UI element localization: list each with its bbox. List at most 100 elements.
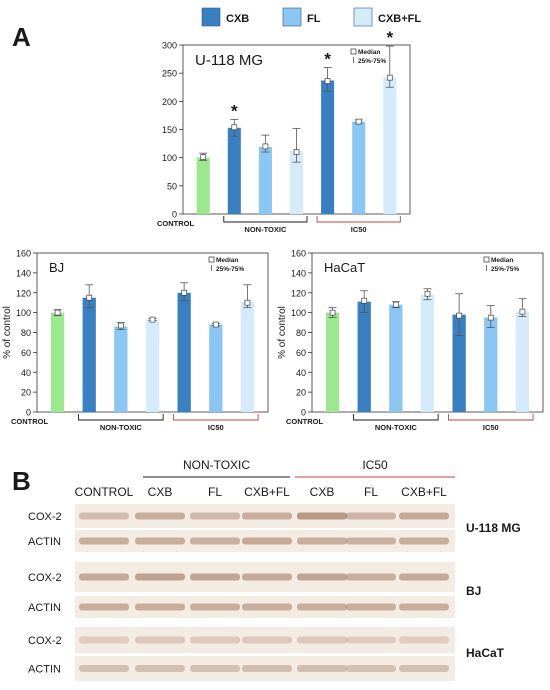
blot-band-0-5 [346,512,396,520]
y-tick-label: 20 [296,388,306,398]
blot-band-1-2 [190,537,240,545]
blot-band-3-6 [399,603,449,611]
bar-1 [357,301,371,412]
y-tick-label: 40 [21,368,31,378]
group-bracket-0 [78,414,164,421]
y-tick-label: 60 [21,348,31,358]
y-tick-label: 100 [16,308,31,318]
blot-band-5-1 [135,665,185,672]
blot-band-5-4 [297,665,347,672]
blot-strip-4 [75,627,455,653]
blot-lane-label-1: CXB [148,485,173,499]
median-marker-3 [293,149,300,155]
y-tick-label: 80 [296,328,306,338]
panel-a-label: A [12,22,31,52]
blot-band-1-5 [346,537,396,545]
y-tick-label: 160 [291,249,306,259]
blot-row-label-4: COX-2 [28,635,62,647]
blot-band-5-3 [242,665,292,672]
blot-band-2-1 [135,573,185,581]
median-marker-4 [324,78,331,84]
significance-marker-4: * [324,50,331,69]
median-marker-0 [200,154,207,160]
y-tick-label: 150 [162,125,177,135]
blot-lane-label-4: CXB [310,485,335,499]
median-marker-3 [424,290,431,297]
blot-band-1-0 [79,537,129,545]
bar-3 [145,319,160,412]
bar-6 [240,301,255,412]
bar-0 [325,312,340,412]
blot-band-1-6 [399,537,449,545]
bar-5 [352,121,366,214]
blot-cell-line-1: BJ [466,584,481,598]
blot-band-2-0 [79,573,129,581]
chart-title: BJ [49,260,64,275]
bar-4 [452,314,466,412]
group-bracket-0 [223,216,308,223]
y-tick-label: 40 [296,368,306,378]
group-label-1: IC50 [483,423,499,432]
legend-label-2: CXB+FL [378,13,421,25]
group-label-0: NON-TOXIC [375,423,418,432]
blot-band-3-5 [346,603,396,611]
bar-6 [515,311,530,412]
blot-band-4-4 [297,636,347,644]
median-key-icon [483,256,490,263]
blot-band-0-6 [399,512,449,520]
y-tick-label: 300 [162,41,177,51]
median-marker-2 [393,301,399,308]
blot-band-0-4 [297,512,347,520]
y-tick-label: 160 [16,249,31,259]
blot-lane-label-2: FL [208,485,222,499]
blot-band-5-6 [399,665,449,672]
group-bracket-1 [448,414,534,421]
y-tick-label: 100 [162,153,177,163]
bar-2 [114,326,128,412]
blot-band-3-2 [190,603,240,611]
top-legend: CXB FL CXB+FL [201,7,421,27]
blot-band-3-0 [79,603,129,611]
y-tick-label: 0 [172,210,177,220]
blot-cell-line-2: HaCaT [466,646,505,660]
significance-marker-6: * [386,28,393,47]
blot-band-3-1 [135,603,185,611]
range-key-label: 25%-75% [358,58,386,65]
blot-lane-label-0: CONTROL [75,485,134,499]
blot-band-1-4 [297,537,347,545]
blot-strip-5 [75,656,455,681]
chart-u118: 0 50 100 150 200 250 300 U-118 MG Median 25%-75% *… [157,28,411,234]
bar-4 [321,80,335,215]
blot-band-3-3 [242,603,292,611]
y-tick-label: 60 [296,348,306,358]
median-marker-2 [262,143,269,150]
median-key-label: Median [491,257,513,264]
legend-label-0: CXB [226,13,249,25]
y-axis-label: % of control [277,306,288,359]
blot-band-5-2 [190,665,240,672]
blot-row-label-5: ACTIN [28,664,61,676]
median-marker-1 [231,124,238,131]
median-marker-5 [212,321,219,328]
blot-band-4-1 [135,636,185,644]
western-blot: NON-TOXIC IC50 CONTROL CXB FL CXB+FL CXB FL CXB+… [28,458,521,681]
median-key-icon [208,256,215,263]
bar-1 [82,297,96,412]
legend-swatch-2 [353,7,373,27]
median-marker-0 [329,309,336,316]
blot-row-label-3: ACTIN [28,602,61,614]
bar-5 [209,324,223,412]
blot-row-label-0: COX-2 [28,511,62,523]
blot-strip-3 [75,596,455,618]
range-key-label: 25%-75% [491,266,519,273]
y-tick-label: 200 [162,97,177,107]
blot-band-0-0 [79,512,129,520]
chart-hacat: 0 20 40 60 80 100 120 140 160 % of control HaCaT Me… [277,249,544,432]
range-key-label: 25%-75% [216,266,244,273]
blot-strip-0 [75,504,455,528]
blot-band-4-2 [190,636,240,644]
blot-band-3-4 [297,603,347,611]
bar-3 [420,294,435,412]
y-tick-label: 0 [26,408,31,418]
legend-swatch-1 [282,7,302,27]
